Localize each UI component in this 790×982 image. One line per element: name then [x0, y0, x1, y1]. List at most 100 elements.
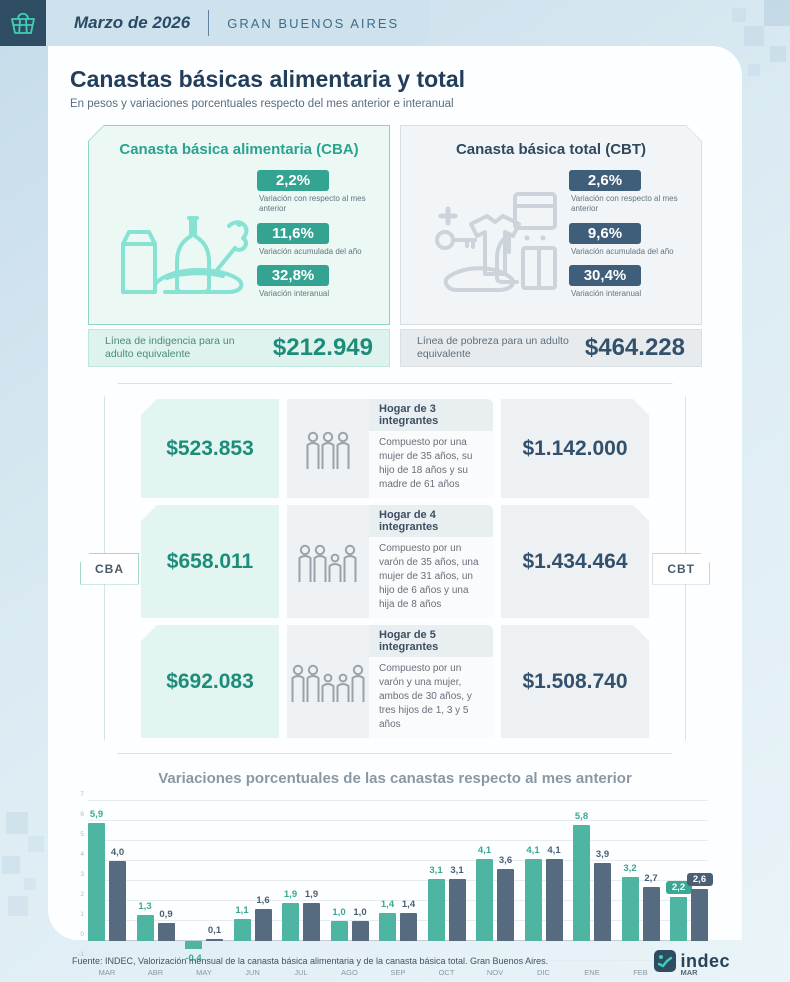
household-4-title: Hogar de 4 integrantes [369, 505, 493, 537]
bar-value-CBT-JUN: 1,6 [256, 895, 270, 906]
bar-CBT-JUL [303, 903, 320, 941]
bar-value-CBA-ABR: 1,3 [138, 901, 152, 912]
family-3-icon [287, 399, 369, 498]
households-section: CBA CBT $523.853 Hogar de 3 integrantes … [80, 383, 686, 754]
gridline-3 [88, 880, 708, 881]
indigence-line-value: $212.949 [272, 334, 373, 361]
bar-CBT-ABR [157, 923, 175, 941]
y-tick-4: 4 [80, 851, 84, 858]
bar-group-AGO: 1,0 1,0 [330, 801, 369, 961]
household-row-4: $658.011 Hogar de 4 integrantes Compuest… [141, 505, 649, 618]
cba-value-4: $658.011 [141, 505, 279, 618]
gridline-1 [88, 920, 708, 921]
indigence-line-label: Línea de indigencia para un adulto equiv… [105, 334, 235, 360]
bar-CBA-ENE [573, 825, 590, 941]
y-tick-6: 6 [80, 811, 84, 818]
bar-CBA-MAY [185, 941, 202, 949]
cbt-ytd-variation-label: Variación acumulada del año [571, 246, 674, 256]
bar-value-CBT-ABR: 0,9 [159, 909, 173, 920]
month-label-NOV-8: NOV [486, 968, 504, 977]
month-label-MAY-2: MAY [196, 968, 212, 977]
cbt-card-title: Canasta básica total (CBT) [455, 141, 647, 158]
cbt-badges: 2,6% Variación con respecto al mes anter… [569, 170, 685, 308]
bar-value-CBT-DIC: 4,1 [547, 845, 561, 856]
bar-CBA-DIC [524, 859, 542, 941]
cba-yoy-variation-label: Variación interanual [259, 289, 330, 299]
households-frame: $523.853 Hogar de 3 integrantes Compuest… [104, 383, 686, 754]
chart-title: Variaciones porcentuales de las canastas… [158, 770, 632, 787]
household-5-title: Hogar de 5 integrantes [369, 625, 493, 657]
month-label-JUN-3: JUN [245, 968, 260, 977]
bar-CBT-FEB [642, 887, 660, 941]
cba-card-body: Canasta básica alimentaria (CBA) [88, 125, 390, 325]
report-region: GRAN BUENOS AIRES [227, 15, 400, 31]
cba-card: Canasta básica alimentaria (CBA) [88, 125, 390, 367]
bar-value-CBA-SEP: 1,4 [380, 899, 395, 910]
cbt-side-tab: CBT [652, 553, 710, 585]
month-label-DIC-9: DIC [537, 968, 550, 977]
bar-CBA-JUN [233, 919, 251, 941]
cba-ytd-variation-badge: 11,6% [257, 222, 329, 244]
bar-value-CBA-JUL: 1,9 [283, 889, 298, 900]
household-3-title: Hogar de 3 integrantes [369, 399, 493, 431]
summary-cards: Canasta básica alimentaria (CBA) [88, 125, 702, 367]
bar-value-CBT-ENE: 3,9 [595, 849, 610, 860]
bar-CBT-JUN [254, 909, 272, 941]
gridline--1 [88, 960, 708, 961]
bar-CBA-JUL [282, 903, 299, 941]
header: Marzo de 2026 GRAN BUENOS AIRES [0, 0, 430, 46]
bar-value-CBT-OCT: 3,1 [450, 865, 464, 876]
poverty-line-value: $464.228 [584, 334, 685, 361]
bar-CBT-SEP [400, 913, 417, 941]
cbt-yoy-variation-label: Variación interanual [571, 289, 642, 299]
cba-card-title: Canasta básica alimentaria (CBA) [119, 141, 359, 158]
bar-CBT-OCT [448, 879, 466, 941]
bar-value-CBT-NOV: 3,6 [498, 855, 513, 866]
month-label-ABR-1: ABR [147, 968, 164, 977]
report-month: Marzo de 2026 [74, 13, 191, 32]
bar-value-CBT-MAY: 0,1 [207, 925, 222, 936]
y-tick-5: 5 [80, 831, 84, 838]
bar-group-DIC: 4,1 4,1 [524, 801, 563, 961]
bar-value-CBA-MAR: 2,2 [665, 881, 692, 894]
month-label-ENE-10: ENE [584, 968, 600, 977]
household-row-3: $523.853 Hogar de 3 integrantes Compuest… [141, 399, 649, 498]
month-label-FEB-11: FEB [633, 968, 648, 977]
gridline-7 [88, 800, 708, 801]
footer: Fuente: INDEC, Valorización mensual de l… [0, 940, 790, 982]
bar-group-ENE: 5,8 3,9 [573, 801, 611, 961]
indec-logo-icon [654, 950, 677, 972]
gridline-5 [88, 840, 708, 841]
bar-CBA-AGO [330, 921, 348, 941]
bar-CBT-DIC [545, 859, 563, 941]
bar-group-SEP: 1,4 1,4 [379, 801, 417, 961]
source-text: Fuente: INDEC, Valorización mensual de l… [72, 956, 549, 966]
bar-CBT-MAY [206, 939, 223, 941]
cba-ytd-variation-label: Variación acumulada del año [259, 246, 362, 256]
bar-CBT-NOV [497, 869, 514, 941]
bar-value-CBA-MAR: 5,9 [89, 809, 104, 820]
cbt-ytd-variation-badge: 9,6% [569, 223, 641, 244]
bar-chart: -1 0 1 2 3 4 5 6 7 5,9 4,0 1,3 0,9 -0,4 0,1 1,1 1,6 1,9 1,… [78, 791, 713, 982]
cbt-value-3: $1.142.000 [501, 399, 649, 498]
gridline-4 [88, 860, 708, 861]
y-tick-0: 0 [80, 931, 84, 938]
mosaic-decoration-top-right [670, 0, 790, 120]
family-4-icon [287, 505, 369, 618]
bar-value-CBT-MAR: 4,0 [110, 847, 125, 858]
cba-yoy-variation-badge: 32,8% [257, 265, 329, 287]
month-label-JUL-4: JUL [294, 968, 308, 977]
y-tick-3: 3 [80, 871, 84, 878]
food-basket-icon [111, 188, 261, 305]
gridline-2 [88, 900, 708, 901]
bar-CBA-NOV [476, 859, 493, 941]
cba-month-variation-label: Variación con respecto al mes anterior [259, 194, 366, 214]
chart-plot-area: -1 0 1 2 3 4 5 6 7 5,9 4,0 1,3 0,9 -0,4 0,1 1,1 1,6 1,9 1,… [78, 791, 713, 964]
bar-group-JUN: 1,1 1,6 [233, 801, 272, 961]
header-divider [208, 10, 210, 36]
bar-CBA-SEP [379, 913, 396, 941]
goods-services-icon [431, 174, 571, 307]
bar-group-NOV: 4,1 3,6 [476, 801, 514, 961]
cba-line-footer: Línea de indigencia para un adulto equiv… [88, 329, 390, 367]
